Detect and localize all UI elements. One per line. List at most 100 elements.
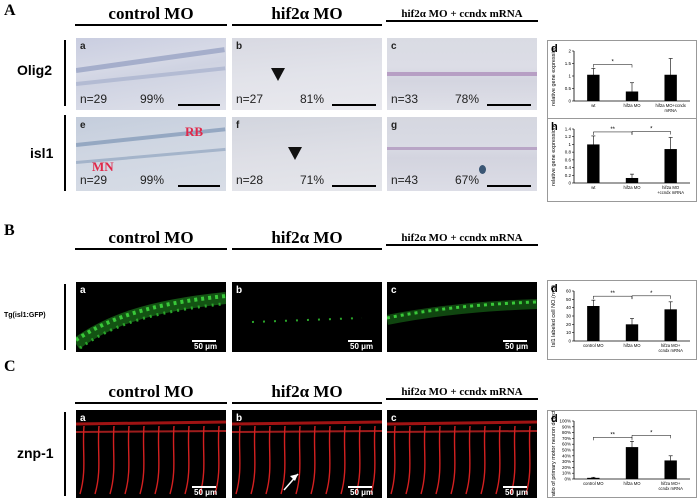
bar xyxy=(664,149,677,183)
panel-letter-a: a xyxy=(80,413,86,424)
scale-label-c-c: 50 μm xyxy=(505,488,529,497)
stat-n-f: n=28 xyxy=(236,173,264,187)
row-bracket-znp1 xyxy=(64,412,66,496)
header-a-hif2: hif2α MO xyxy=(232,4,382,26)
stat-n-b: n=27 xyxy=(236,92,264,106)
panel-g-isl1-rescue: g n=43 67% xyxy=(387,117,537,191)
scale-bar-e xyxy=(178,185,220,187)
stat-p-g: 67% xyxy=(455,173,480,187)
panel-letter-b: b xyxy=(236,285,243,296)
chart-b-d-isl1-count: Isl1 labeled cell NO.(n=5) 0 10 20 30 40 50 60 c… xyxy=(547,280,697,360)
stat-p-e: 99% xyxy=(140,173,165,187)
stat-n-a: n=29 xyxy=(80,92,108,106)
y-tick-label: 50% xyxy=(562,448,571,453)
panel-b-a-gfp-control: a 50 μm xyxy=(76,282,226,352)
significance-mark: ** xyxy=(610,432,615,438)
y-tick-label: 70% xyxy=(562,436,571,441)
stat-p-c: 78% xyxy=(455,92,480,106)
category-label: wt xyxy=(591,185,596,190)
panel-letter-f: f xyxy=(236,120,240,131)
header-c-rescue: hif2α MO + ccndx mRNA xyxy=(386,386,538,400)
stat-n-g: n=43 xyxy=(391,173,419,187)
y-tick-label: 1 xyxy=(568,142,571,147)
bar xyxy=(664,460,677,479)
panel-letter-c: c xyxy=(391,41,397,52)
panel-b-b-gfp-hif2: b 50 μm xyxy=(232,282,382,352)
panel-c-a-znp1-control: a 50 μm xyxy=(76,410,226,498)
label-rb: RB xyxy=(185,124,204,139)
category-label: hif2a MO xyxy=(624,343,642,348)
header-b-rescue: hif2α MO + ccndx mRNA xyxy=(386,232,538,246)
bar xyxy=(625,324,639,341)
y-tick-label: 30 xyxy=(566,314,572,319)
category-label: hif2a MO+ccndx mRNA xyxy=(658,343,683,353)
scale-bar-c-a xyxy=(192,486,216,488)
header-a-rescue: hif2α MO + ccndx mRNA xyxy=(386,8,538,22)
section-label-a: A xyxy=(4,2,16,19)
scale-bar-b-a xyxy=(192,340,216,342)
scale-label-c-a: 50 μm xyxy=(194,488,218,497)
y-tick-label: 0.4 xyxy=(565,165,572,170)
panel-letter-d: d xyxy=(551,413,558,425)
category-label: hif2a MO+ccndx mRNA xyxy=(658,481,683,491)
panel-e-isl1-control: e RB MN n=29 99% xyxy=(76,117,226,191)
stat-n-c: n=33 xyxy=(391,92,419,106)
category-label: hif2a MO xyxy=(624,185,642,190)
row-label-isl1: isl1 xyxy=(30,145,54,161)
panel-letter-e: e xyxy=(80,120,86,131)
stat-p-b: 81% xyxy=(300,92,325,106)
panel-letter-c: c xyxy=(391,413,397,424)
y-tick-label: 2 xyxy=(568,49,571,54)
y-tick-label: 0.2 xyxy=(565,173,572,178)
arrowhead-marker xyxy=(288,147,302,160)
row-label-olig2: Olig2 xyxy=(17,62,53,78)
panel-b-c-gfp-rescue: c 50 μm xyxy=(387,282,537,352)
header-c-hif2: hif2α MO xyxy=(232,382,382,404)
y-tick-label: 1.4 xyxy=(565,127,572,132)
y-tick-label: 20% xyxy=(562,465,571,470)
scale-bar-f xyxy=(332,185,376,187)
panel-letter-g: g xyxy=(391,120,398,131)
y-tick-label: 10 xyxy=(566,330,572,335)
category-label: control MO xyxy=(583,343,604,348)
scale-bar-c-b xyxy=(348,486,372,488)
panel-f-isl1-hif2: f n=28 71% xyxy=(232,117,382,191)
row-label-znp1: znp-1 xyxy=(17,445,54,461)
scale-label-b-a: 50 μm xyxy=(194,342,218,351)
header-b-control: control MO xyxy=(75,228,227,250)
row-label-tg: Tg(isl1:GFP) xyxy=(4,312,46,319)
stat-n-e: n=29 xyxy=(80,173,108,187)
category-label: hif2a MO xyxy=(624,103,642,108)
chart-a-d-olig2: relative gene expression 0 0.5 1 1.5 2 wt hif2a… xyxy=(547,40,697,120)
scale-bar-c-c xyxy=(503,486,527,488)
y-tick-label: 0 xyxy=(568,339,571,344)
panel-b-olig2-hif2: b n=27 81% xyxy=(232,38,382,110)
y-tick-label: 40 xyxy=(566,305,572,310)
header-a-control: control MO xyxy=(75,4,227,26)
chart-a-h-isl1: relative gene expression 0 0.2 0.4 0.6 0.8 1 1.… xyxy=(547,118,697,202)
y-tick-label: 10% xyxy=(562,471,571,476)
y-axis-label: Isl1 labeled cell NO.(n=5) xyxy=(551,285,557,347)
bar xyxy=(587,306,600,341)
panel-c-olig2-rescue: c n=33 78% xyxy=(387,38,537,110)
significance-mark: ** xyxy=(610,291,615,297)
scale-label-b-c: 50 μm xyxy=(505,342,529,351)
panel-letter-a: a xyxy=(80,41,86,52)
category-label: control MO xyxy=(583,481,604,486)
section-label-c: C xyxy=(4,358,16,375)
row-bracket-olig2 xyxy=(64,40,66,106)
panel-letter-b: b xyxy=(236,413,243,424)
scale-bar-a xyxy=(178,104,220,106)
scale-bar-b xyxy=(332,104,376,106)
category-label: hif2a MO xyxy=(624,481,642,486)
panel-c-c-znp1-rescue: c 50 μm xyxy=(387,410,537,498)
significance-mark: * xyxy=(650,291,653,297)
bar xyxy=(664,309,677,341)
category-label: hif2a MO+ccndx mRNA xyxy=(657,185,684,195)
panel-letter-d: d xyxy=(551,283,558,295)
y-tick-label: 40% xyxy=(562,453,571,458)
scale-label-c-b: 50 μm xyxy=(350,488,374,497)
row-bracket-isl1 xyxy=(64,115,66,191)
y-tick-label: 100% xyxy=(559,419,571,424)
scale-bar-b-b xyxy=(348,340,372,342)
